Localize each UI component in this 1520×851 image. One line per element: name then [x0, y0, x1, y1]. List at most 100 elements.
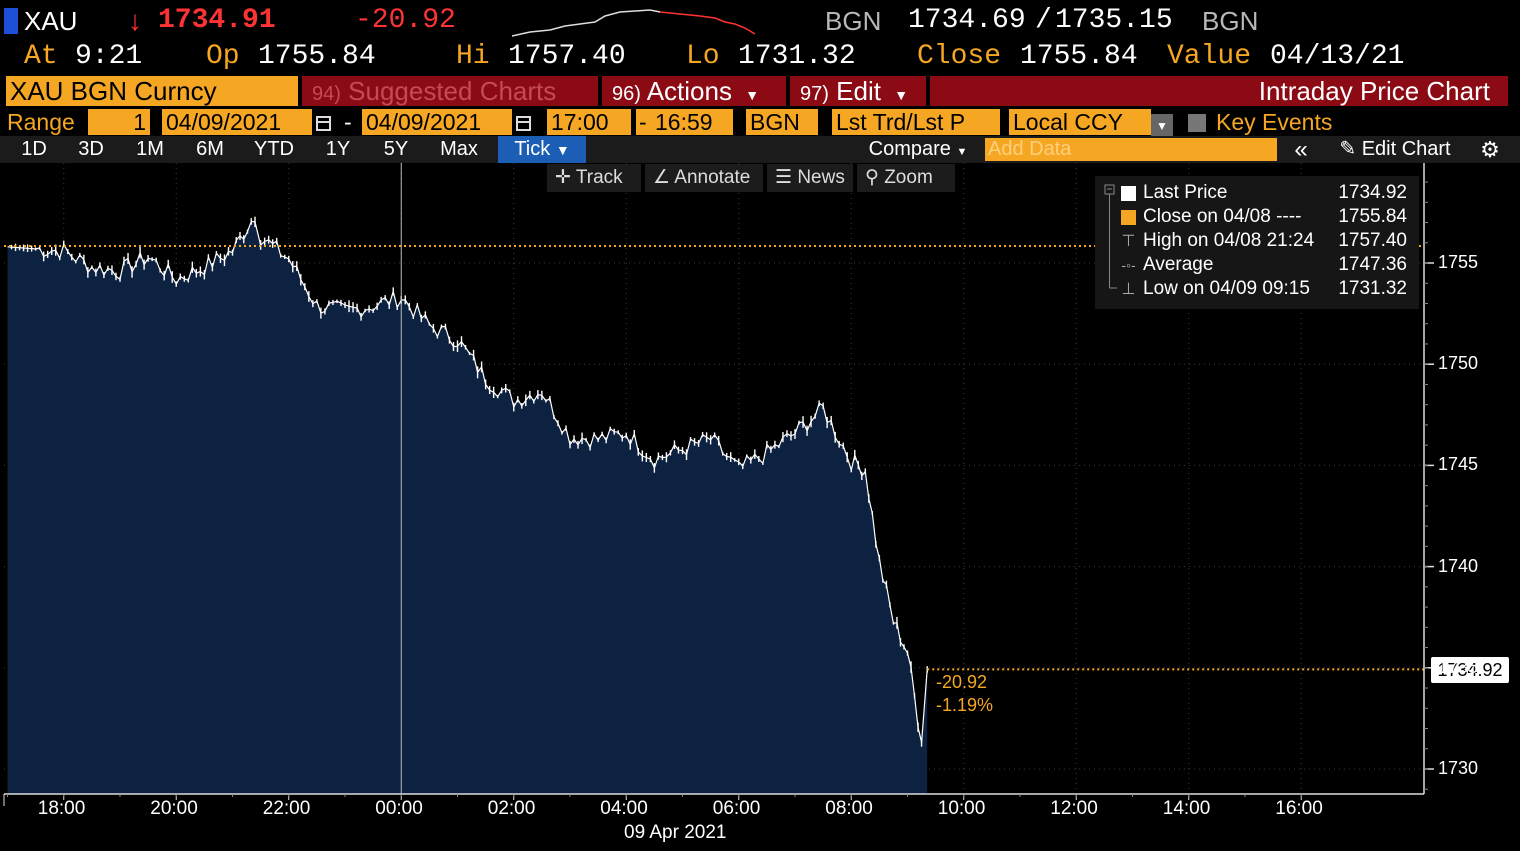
zoom-button[interactable]: ⚲ Zoom	[857, 164, 955, 192]
period-5y[interactable]: 5Y	[383, 138, 409, 160]
legend-high[interactable]: ⊤ High on 04/08 21:24 1757.40	[1095, 229, 1419, 253]
legend-tree-lines	[1104, 184, 1117, 289]
zoom-icon: ⚲	[865, 167, 879, 188]
bid-ask-separator: /	[1035, 5, 1052, 36]
price-area	[7, 221, 928, 794]
chart-toolbar: ✛ Track ∠ Annotate ☰ News ⚲ Zoom	[547, 164, 955, 194]
legend-last-value: 1734.92	[1338, 182, 1407, 203]
legend-average[interactable]: -◦- Average 1747.36	[1095, 253, 1419, 277]
start-calendar-icon[interactable]	[316, 109, 331, 135]
crosshair-icon: ✛	[555, 167, 571, 188]
period-1m[interactable]: 1M	[136, 138, 164, 160]
range-label: Range	[7, 109, 75, 135]
key-events-checkbox[interactable]	[1188, 114, 1206, 132]
actions-label: Actions	[646, 76, 732, 106]
tick-button[interactable]: Tick ▼	[498, 136, 586, 163]
annotate-icon: ∠	[653, 167, 671, 188]
start-time-input[interactable]: 17:00	[547, 109, 631, 135]
track-label: Track	[575, 167, 623, 188]
edit-label: Edit	[836, 76, 881, 106]
x-tick-label: 02:00	[487, 798, 536, 819]
end-calendar-icon[interactable]	[516, 109, 531, 135]
net-change: -20.92	[355, 5, 456, 36]
title-row: XAU BGN Curncy 94) Suggested Charts 96) …	[0, 74, 1520, 108]
suggested-charts-label: Suggested Charts	[348, 76, 557, 106]
compare-button[interactable]: Compare ▼	[856, 136, 980, 163]
actions-menu[interactable]: 96) Actions ▼	[602, 76, 786, 106]
legend-last-price[interactable]: Last Price 1734.92	[1095, 181, 1419, 205]
period-1y[interactable]: 1Y	[325, 138, 351, 160]
edit-menu[interactable]: 97) Edit ▼	[790, 76, 926, 106]
legend-high-icon: ⊤	[1121, 233, 1136, 250]
x-tick-label: 22:00	[262, 798, 311, 819]
gear-icon[interactable]: ⚙	[1480, 137, 1500, 162]
at-label: At	[24, 41, 58, 72]
bid-source: BGN	[825, 6, 882, 36]
collapse-icon[interactable]: «	[1294, 136, 1308, 163]
edit-chart-button[interactable]: ✎ Edit Chart	[1322, 136, 1468, 163]
end-time-input[interactable]: 16:59	[651, 109, 733, 135]
y-tick-label: 1750	[1438, 353, 1479, 374]
value-date: 04/13/21	[1270, 41, 1405, 72]
sparkline-after	[659, 11, 756, 35]
legend-close-label: Close on 04/08 ----	[1143, 206, 1302, 227]
value-label: Value	[1167, 41, 1252, 72]
last-price: 1734.91	[158, 5, 276, 36]
suggested-charts-menu[interactable]: 94) Suggested Charts	[302, 76, 598, 106]
edit-chart-label: Edit Chart	[1361, 138, 1451, 160]
price-chart[interactable]	[0, 163, 1520, 851]
ask-source: BGN	[1202, 6, 1259, 36]
legend-last-label: Last Price	[1143, 182, 1228, 203]
sparkline-before	[511, 9, 661, 37]
legend-high-label: High on 04/08 21:24	[1143, 230, 1315, 251]
key-events-label: Key Events	[1216, 109, 1333, 135]
period-toolbar: 1D 3D 1M 6M YTD 1Y 5Y Max Tick ▼ Compare…	[0, 136, 1520, 163]
range-count-input[interactable]: 1	[88, 109, 150, 135]
chart-legend[interactable]: Last Price 1734.92 Close on 04/08 ---- 1…	[1095, 176, 1419, 309]
tick-label: Tick	[514, 138, 551, 160]
end-date-input[interactable]: 04/09/2021	[362, 109, 512, 135]
legend-average-label: Average	[1143, 254, 1214, 275]
suggested-charts-number: 94)	[312, 83, 341, 105]
last-price-tag: 1734.92	[1431, 657, 1509, 683]
currency-select[interactable]: Local CCY	[1009, 109, 1151, 135]
change-pct-label: -1.19%	[936, 695, 994, 715]
open-label: Op	[206, 41, 240, 72]
period-1d[interactable]: 1D	[21, 138, 47, 160]
period-3d[interactable]: 3D	[78, 138, 104, 160]
legend-last-swatch	[1121, 186, 1136, 201]
legend-average-value: 1747.36	[1338, 254, 1407, 275]
start-date-input[interactable]: 04/09/2021	[162, 109, 312, 135]
close-value: 1755.84	[1020, 41, 1138, 72]
edit-caret-icon: ▼	[894, 87, 909, 103]
legend-close-value: 1755.84	[1338, 206, 1407, 227]
compare-label: Compare	[868, 138, 951, 160]
legend-low[interactable]: ⊥ Low on 04/09 09:15 1731.32	[1095, 277, 1419, 301]
y-tick-label: 1740	[1438, 555, 1479, 576]
open-value: 1755.84	[258, 41, 376, 72]
y-tick-label: 1735	[1438, 656, 1479, 677]
key-events-toggle[interactable]: Key Events	[1188, 109, 1332, 135]
actions-caret-icon: ▼	[745, 87, 760, 103]
currency-dropdown-icon[interactable]: ▼	[1151, 109, 1173, 138]
news-label: News	[797, 167, 845, 188]
edit-number: 97)	[800, 83, 829, 105]
add-data-input[interactable]: Add Data	[985, 138, 1277, 161]
actions-number: 96)	[612, 83, 641, 105]
x-tick-label: 14:00	[1162, 798, 1211, 819]
period-ytd[interactable]: YTD	[254, 138, 294, 160]
security-field[interactable]: XAU BGN Curncy	[6, 76, 298, 106]
legend-low-icon: ⊥	[1121, 281, 1136, 298]
news-icon: ☰	[775, 167, 793, 188]
legend-close[interactable]: Close on 04/08 ---- 1755.84	[1095, 205, 1419, 229]
high-label: Hi	[456, 41, 490, 72]
source-input[interactable]: BGN	[746, 109, 818, 135]
annotate-button[interactable]: ∠ Annotate	[645, 164, 763, 192]
x-tick-label: 10:00	[937, 798, 986, 819]
field-input[interactable]: Lst Trd/Lst P	[832, 109, 1000, 135]
chart-title: Intraday Price Chart	[930, 76, 1508, 106]
period-6m[interactable]: 6M	[196, 138, 224, 160]
track-button[interactable]: ✛ Track	[547, 164, 641, 192]
period-max[interactable]: Max	[440, 138, 478, 160]
news-button[interactable]: ☰ News	[767, 164, 853, 192]
